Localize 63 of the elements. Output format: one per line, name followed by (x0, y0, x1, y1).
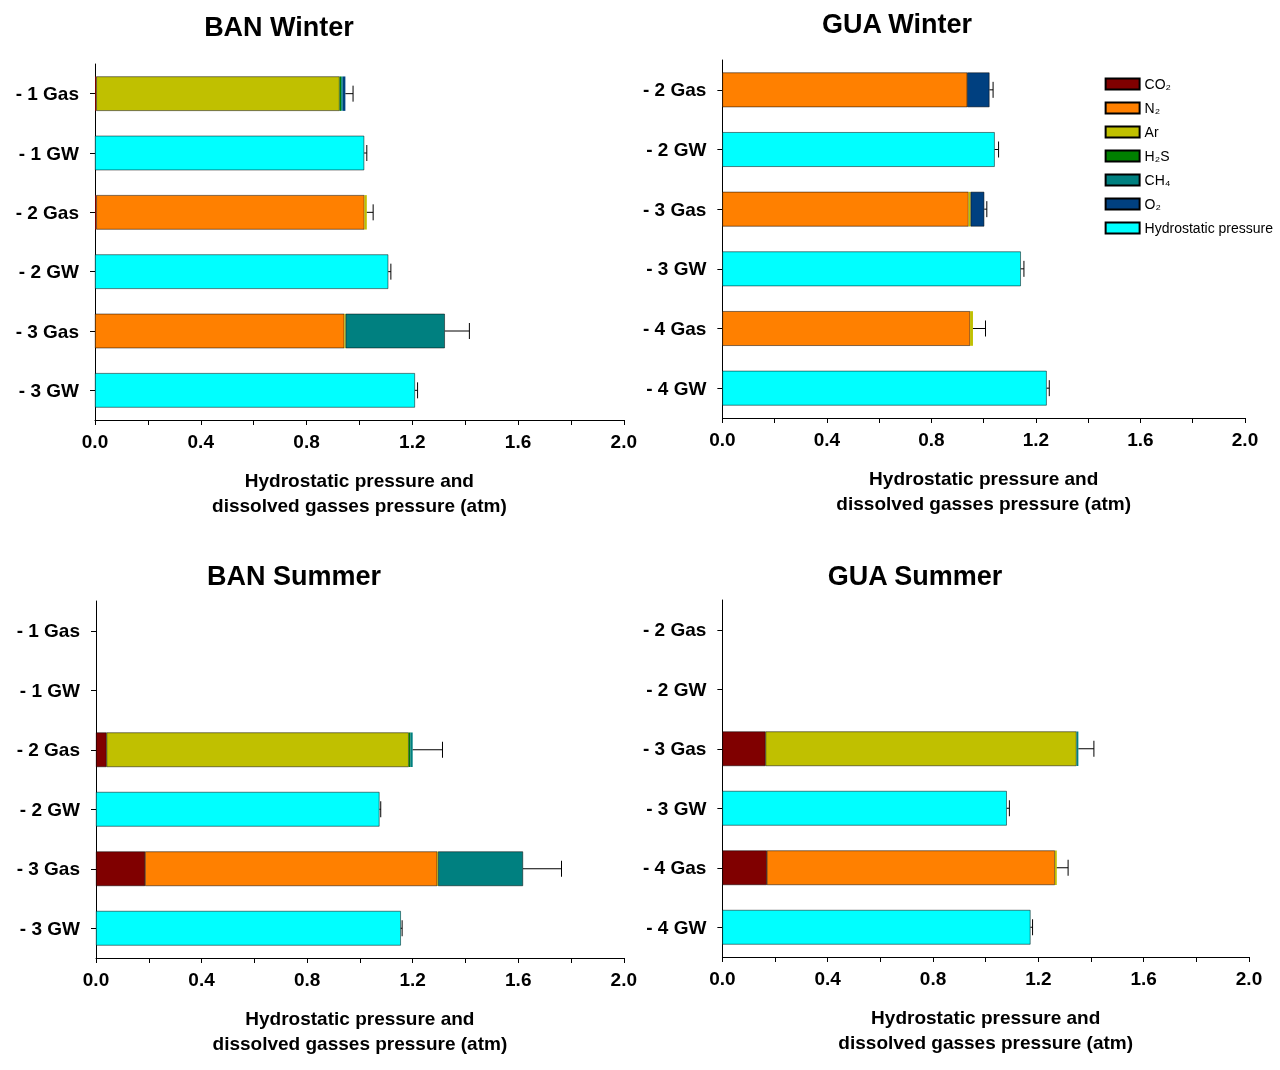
y-tick-label: - 3 Gas (642, 738, 707, 760)
x-tick-label: 0.0 (82, 969, 110, 990)
y-tick-label: - 2 Gas (642, 79, 707, 101)
y-tick-label: - 3 Gas (16, 858, 80, 880)
y-tick-label: - 3 GW (18, 379, 80, 401)
y-tick-label: - 3 GW (646, 258, 707, 280)
y-tick-label: - 1 GW (18, 142, 80, 164)
legend-label: CO₂ (1144, 76, 1172, 92)
x-tick-label: 1.2 (1022, 429, 1050, 450)
x-tick-label: 0.8 (293, 969, 321, 990)
legend-label: H₂S (1144, 148, 1170, 164)
y-tick-label: - 1 Gas (15, 83, 79, 105)
x-tick-label: 2.0 (610, 969, 637, 990)
x-tick-label: 1.2 (399, 431, 426, 452)
y-tick-label: - 2 GW (646, 678, 707, 700)
x-tick-label: 2.0 (1231, 429, 1259, 450)
y-tick-label: - 2 Gas (16, 739, 80, 761)
legend-label: CH₄ (1144, 172, 1171, 188)
x-tick-label: 1.6 (504, 431, 532, 452)
y-tick-label: - 2 GW (19, 798, 81, 820)
y-tick-label: - 1 Gas (16, 620, 80, 642)
y-tick-label: - 2 Gas (15, 201, 79, 223)
chart-title: BAN Winter (204, 11, 355, 42)
y-tick-label: - 2 GW (18, 261, 80, 283)
x-axis-title: Hydrostatic pressure and dissolved gasses pressure (atm) (212, 470, 507, 516)
y-tick-label: - 2 Gas (642, 619, 707, 641)
legend-label: Hydrostatic pressure (1144, 220, 1274, 236)
legend-label: Ar (1144, 124, 1159, 140)
chart-title: BAN Summer (206, 560, 382, 591)
y-tick-label: - 4 GW (646, 916, 707, 938)
y-tick-label: - 4 Gas (642, 857, 707, 879)
x-tick-label: 2.0 (1235, 968, 1263, 989)
x-tick-label: 0.4 (188, 969, 216, 990)
y-tick-label: - 2 GW (646, 139, 707, 160)
x-tick-label: 0.4 (814, 968, 842, 989)
x-axis-title: Hydrostatic pressure and dissolved gasses pressure (atm) (212, 1008, 508, 1054)
legend-label: O₂ (1144, 196, 1161, 212)
y-tick-label: - 3 GW (19, 917, 81, 939)
x-tick-label: 0.8 (919, 968, 947, 989)
legend-label: N₂ (1144, 100, 1161, 116)
y-tick-label: - 4 GW (646, 377, 707, 399)
x-tick-label: 0.0 (709, 968, 736, 989)
y-tick-label: - 3 Gas (15, 320, 79, 342)
x-tick-label: 0.4 (813, 429, 841, 450)
x-tick-label: 1.2 (399, 969, 426, 990)
x-tick-label: 1.6 (1127, 429, 1154, 450)
y-tick-label: - 3 GW (646, 797, 707, 819)
x-tick-label: 1.6 (505, 969, 532, 990)
x-tick-label: 0.4 (187, 431, 215, 452)
x-tick-label: 0.0 (81, 431, 109, 452)
x-tick-label: 0.8 (293, 431, 320, 452)
x-axis-title: Hydrostatic pressure and dissolved gasses pressure (atm) (836, 468, 1131, 514)
y-tick-label: - 1 GW (19, 679, 81, 701)
x-tick-label: 0.8 (918, 429, 945, 450)
chart-title: GUA Winter (821, 8, 973, 39)
chart-title: GUA Summer (827, 560, 1003, 591)
x-tick-label: 1.6 (1130, 968, 1157, 989)
y-tick-label: - 4 Gas (642, 318, 707, 339)
x-tick-label: 1.2 (1025, 968, 1052, 989)
y-tick-label: - 3 Gas (642, 198, 707, 220)
x-axis-title: Hydrostatic pressure and dissolved gasses pressure (atm) (838, 1007, 1133, 1053)
x-tick-label: 0.0 (709, 429, 736, 450)
x-tick-label: 2.0 (610, 431, 637, 452)
